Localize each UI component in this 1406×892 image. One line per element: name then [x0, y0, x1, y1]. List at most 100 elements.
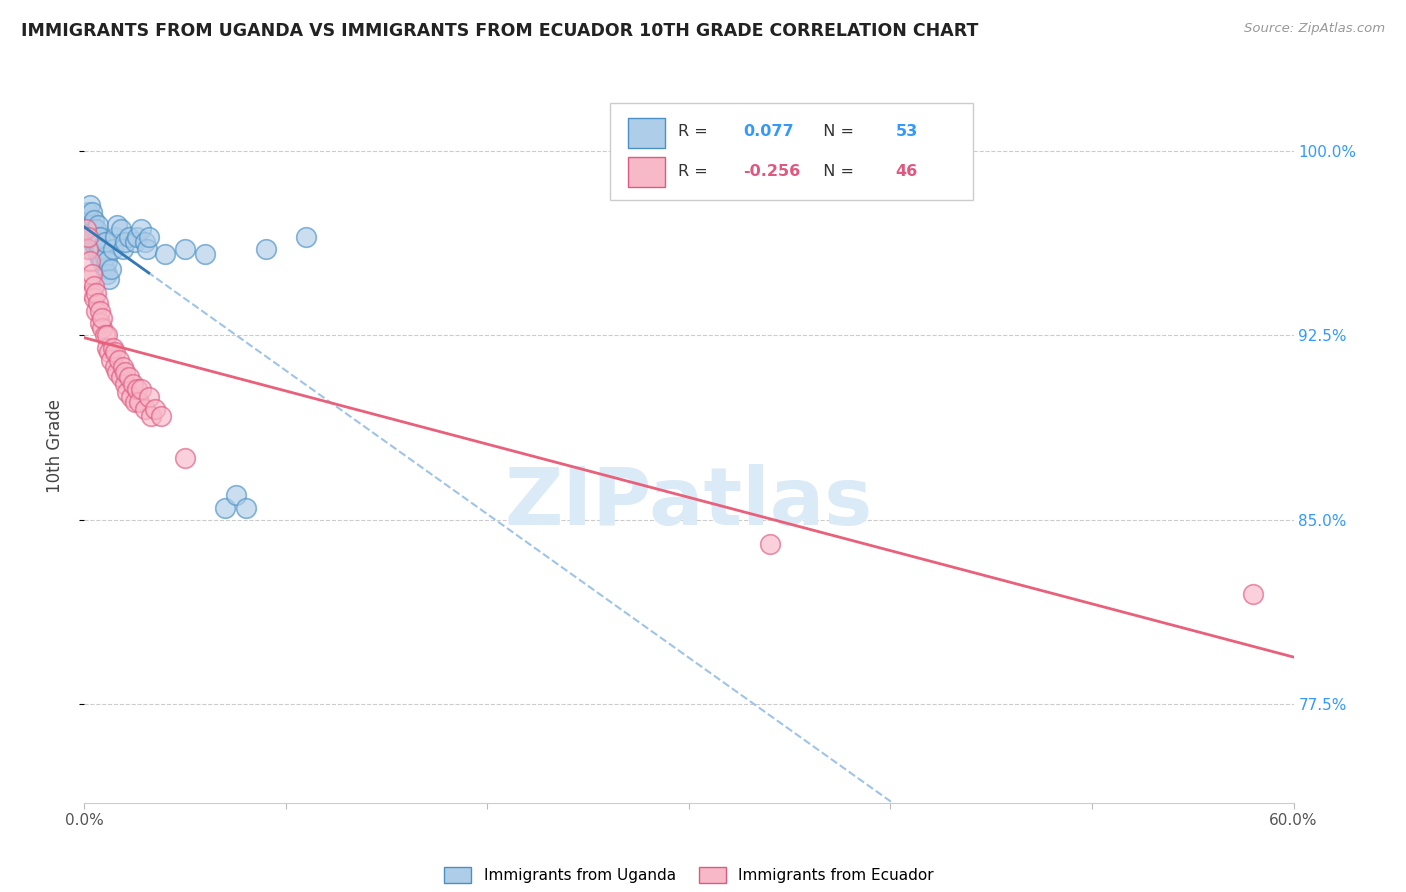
- Point: [174, 451, 197, 466]
- Point: [105, 218, 128, 232]
- Text: 53: 53: [896, 124, 918, 139]
- Point: [1241, 587, 1264, 601]
- Point: [124, 394, 146, 409]
- Point: [77, 222, 100, 236]
- Point: [83, 279, 105, 293]
- Point: [111, 360, 134, 375]
- Point: [91, 254, 114, 268]
- Text: N =: N =: [814, 164, 859, 178]
- Point: [125, 383, 148, 397]
- Point: [93, 250, 115, 264]
- FancyBboxPatch shape: [628, 119, 665, 148]
- Point: [100, 261, 122, 276]
- Point: [101, 242, 124, 256]
- Point: [79, 242, 101, 256]
- Point: [79, 198, 101, 212]
- Point: [89, 303, 111, 318]
- Text: -0.256: -0.256: [744, 164, 800, 178]
- Point: [93, 328, 115, 343]
- Point: [100, 352, 122, 367]
- Point: [138, 230, 160, 244]
- Point: [149, 409, 172, 424]
- Point: [139, 409, 162, 424]
- Point: [86, 235, 108, 249]
- Point: [118, 370, 141, 384]
- Point: [225, 488, 247, 502]
- Point: [83, 222, 105, 236]
- Point: [91, 321, 114, 335]
- Legend: Immigrants from Uganda, Immigrants from Ecuador: Immigrants from Uganda, Immigrants from …: [437, 861, 941, 889]
- Point: [79, 254, 101, 268]
- Point: [93, 235, 115, 249]
- Point: [118, 230, 141, 244]
- Point: [134, 402, 156, 417]
- Point: [77, 242, 100, 256]
- Point: [143, 402, 166, 417]
- Point: [110, 370, 132, 384]
- Text: N =: N =: [814, 124, 859, 139]
- Text: 0.077: 0.077: [744, 124, 794, 139]
- Point: [79, 212, 101, 227]
- Point: [82, 267, 104, 281]
- Point: [75, 222, 97, 236]
- Point: [87, 218, 110, 232]
- Point: [114, 365, 136, 379]
- Point: [77, 205, 100, 219]
- Point: [87, 247, 110, 261]
- Point: [134, 235, 156, 249]
- Point: [89, 242, 111, 256]
- Point: [82, 286, 104, 301]
- Point: [75, 218, 97, 232]
- Point: [107, 352, 129, 367]
- Point: [214, 500, 236, 515]
- Point: [114, 235, 136, 249]
- Point: [83, 291, 105, 305]
- Text: R =: R =: [678, 124, 713, 139]
- Point: [96, 267, 118, 281]
- Point: [115, 384, 138, 399]
- Point: [295, 230, 318, 244]
- Point: [105, 365, 128, 379]
- Point: [114, 377, 136, 392]
- Point: [83, 237, 105, 252]
- Point: [89, 316, 111, 330]
- FancyBboxPatch shape: [610, 103, 973, 200]
- Point: [83, 230, 105, 244]
- Point: [174, 242, 197, 256]
- Text: Source: ZipAtlas.com: Source: ZipAtlas.com: [1244, 22, 1385, 36]
- Y-axis label: 10th Grade: 10th Grade: [45, 399, 63, 493]
- Point: [758, 537, 780, 551]
- Point: [87, 237, 110, 252]
- Point: [82, 218, 104, 232]
- Text: 46: 46: [896, 164, 918, 178]
- Point: [254, 242, 277, 256]
- FancyBboxPatch shape: [628, 157, 665, 187]
- Point: [97, 271, 120, 285]
- Text: IMMIGRANTS FROM UGANDA VS IMMIGRANTS FROM ECUADOR 10TH GRADE CORRELATION CHART: IMMIGRANTS FROM UGANDA VS IMMIGRANTS FRO…: [21, 22, 979, 40]
- Point: [111, 242, 134, 256]
- Point: [91, 242, 114, 256]
- Point: [104, 360, 127, 375]
- Point: [86, 286, 108, 301]
- Point: [104, 230, 127, 244]
- Point: [138, 390, 160, 404]
- Point: [86, 222, 108, 236]
- Point: [194, 247, 217, 261]
- Point: [96, 341, 118, 355]
- Point: [129, 222, 152, 236]
- Point: [87, 296, 110, 310]
- Point: [79, 271, 101, 285]
- Point: [121, 377, 143, 392]
- Point: [235, 500, 257, 515]
- Point: [101, 341, 124, 355]
- Point: [153, 247, 176, 261]
- Point: [124, 235, 146, 249]
- Point: [82, 205, 104, 219]
- Point: [86, 303, 108, 318]
- Point: [96, 254, 118, 268]
- Point: [96, 328, 118, 343]
- Text: ZIPatlas: ZIPatlas: [505, 464, 873, 542]
- Point: [86, 242, 108, 256]
- Point: [89, 230, 111, 244]
- Point: [87, 230, 110, 244]
